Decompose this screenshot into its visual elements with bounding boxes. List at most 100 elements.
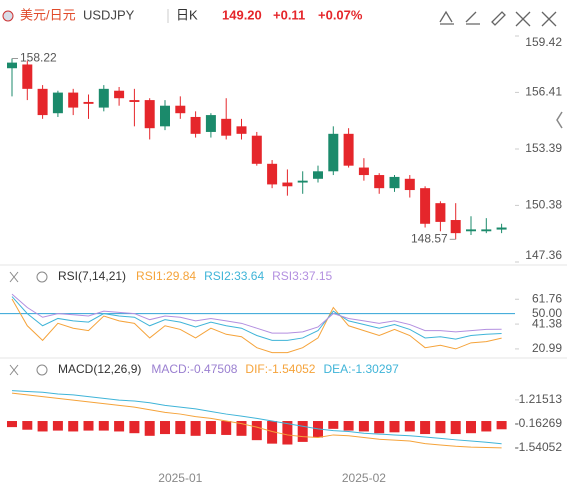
tool-icon[interactable] <box>541 11 557 27</box>
histogram-bar <box>343 421 354 431</box>
histogram-bar <box>83 421 94 431</box>
y-tick-label: 159.42 <box>525 35 562 49</box>
histogram-bar <box>129 421 140 434</box>
tool-icon[interactable] <box>439 10 454 25</box>
histogram-bar <box>420 421 431 435</box>
series-line <box>11 390 502 445</box>
candle-body <box>420 188 431 224</box>
histogram-bar <box>404 421 415 432</box>
series-line <box>11 392 502 449</box>
histogram-bar <box>267 421 278 444</box>
period[interactable]: 日K <box>176 7 198 22</box>
legend-entry: DIF:-1.54052 <box>245 362 315 376</box>
histogram-bar <box>37 421 48 432</box>
toolbar <box>439 10 557 27</box>
change-pct: +0.07% <box>318 7 363 22</box>
candle-body <box>83 101 94 104</box>
candle-body <box>435 203 446 222</box>
candle-body <box>144 100 155 129</box>
series-line <box>11 293 502 334</box>
legend-entry: RSI2:33.64 <box>204 269 264 283</box>
candle-body <box>175 105 186 114</box>
candle-body <box>190 116 201 134</box>
histogram-bar <box>221 421 232 435</box>
x-tick-label: 2025-02 <box>342 471 386 485</box>
legend-entry: MACD:-0.47508 <box>151 362 237 376</box>
low-label: 148.57 <box>411 231 448 245</box>
y-tick-label: 153.39 <box>525 141 562 155</box>
histogram-bar <box>144 421 155 436</box>
candle-body <box>160 105 170 127</box>
candle-body <box>251 135 262 164</box>
series-line <box>11 298 502 354</box>
legend-entry: RSI3:37.15 <box>272 269 332 283</box>
candle-body <box>22 64 33 89</box>
candle-body <box>205 115 216 132</box>
histogram-bar <box>98 421 109 431</box>
settings-icon[interactable] <box>36 364 48 376</box>
histogram-bar <box>52 421 63 431</box>
candle-body <box>221 118 232 136</box>
histogram-bar <box>466 421 476 434</box>
histogram-bar <box>190 421 201 436</box>
symbol: USDJPY <box>83 7 135 22</box>
histogram-bar <box>328 421 339 429</box>
histogram-bar <box>435 421 446 434</box>
histogram-bar <box>160 421 170 435</box>
histogram-bar <box>251 421 262 441</box>
histogram-bar <box>282 421 293 445</box>
candle-body <box>37 88 48 116</box>
candle-body <box>374 175 385 189</box>
candle-body <box>313 171 323 179</box>
y-tick-label: 20.99 <box>532 341 562 355</box>
high-label: 158.22 <box>20 51 57 65</box>
close-icon[interactable] <box>9 364 19 376</box>
histogram-bar <box>7 421 17 428</box>
legend-entry: DEA:-1.30297 <box>323 362 399 376</box>
histogram-bar <box>175 421 186 435</box>
histogram-bar <box>205 421 216 435</box>
y-tick-label: -0.16269 <box>515 416 563 430</box>
price: 149.20 <box>222 7 262 22</box>
instrument-name: 美元/日元 <box>20 7 76 22</box>
histogram-bar <box>22 421 33 430</box>
close-icon[interactable] <box>9 271 19 283</box>
tool-icon[interactable] <box>465 11 480 25</box>
histogram-bar <box>374 421 385 434</box>
y-tick-label: 61.76 <box>532 291 562 305</box>
y-tick-label: 147.36 <box>525 248 562 262</box>
tool-icon[interactable] <box>515 11 531 27</box>
candle-body <box>404 178 415 191</box>
flag-icon <box>2 10 14 22</box>
candle-body <box>236 126 247 134</box>
candle-body <box>7 62 17 69</box>
candle-body <box>98 88 109 108</box>
y-tick-label: 156.41 <box>525 85 562 99</box>
candle-body <box>389 176 400 189</box>
candle-body <box>466 229 476 232</box>
histogram-bar <box>114 421 125 432</box>
y-tick-label: 50.00 <box>532 306 562 320</box>
candle-body <box>481 229 492 232</box>
histogram-bar <box>68 421 79 432</box>
y-tick-label: -1.54052 <box>515 440 563 454</box>
candle-body <box>496 227 507 230</box>
settings-icon[interactable] <box>36 271 48 283</box>
candle-body <box>450 220 461 234</box>
candle-body <box>328 133 339 172</box>
series-line <box>11 296 502 341</box>
candle-body <box>129 100 140 102</box>
candle-body <box>68 92 79 108</box>
y-tick-label: 150.38 <box>525 198 562 212</box>
collapse-arrow[interactable] <box>556 111 563 129</box>
candle-body <box>52 92 63 114</box>
x-tick-label: 2025-01 <box>158 471 202 485</box>
candle-body <box>297 180 308 183</box>
candle-body <box>267 163 278 185</box>
tool-icon[interactable] <box>491 11 506 26</box>
histogram-bar <box>236 421 247 436</box>
histogram-bar <box>481 421 492 432</box>
y-tick-label: 1.21513 <box>519 392 563 406</box>
